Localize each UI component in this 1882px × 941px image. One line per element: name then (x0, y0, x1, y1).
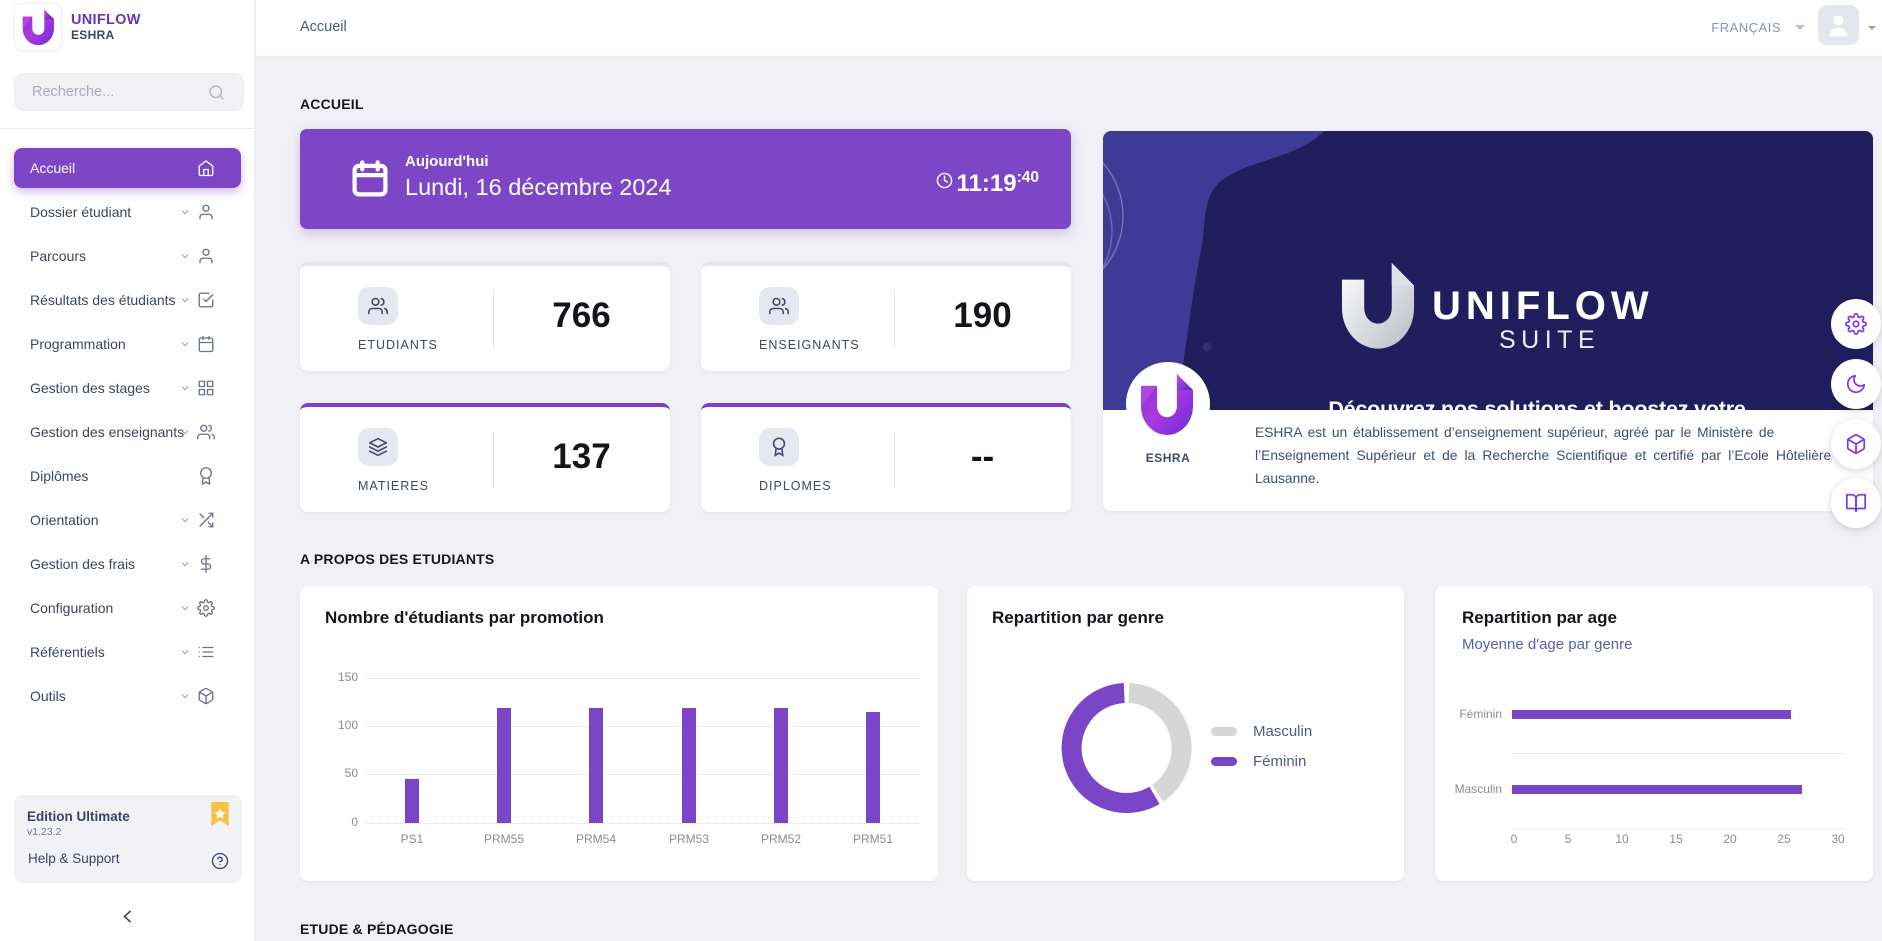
svg-text:UNIFLOW: UNIFLOW (1432, 284, 1654, 328)
svg-text:SUITE: SUITE (1499, 326, 1600, 354)
svg-text:Découvrez nos solutions et boo: Découvrez nos solutions et boostez votre (1328, 397, 1746, 410)
